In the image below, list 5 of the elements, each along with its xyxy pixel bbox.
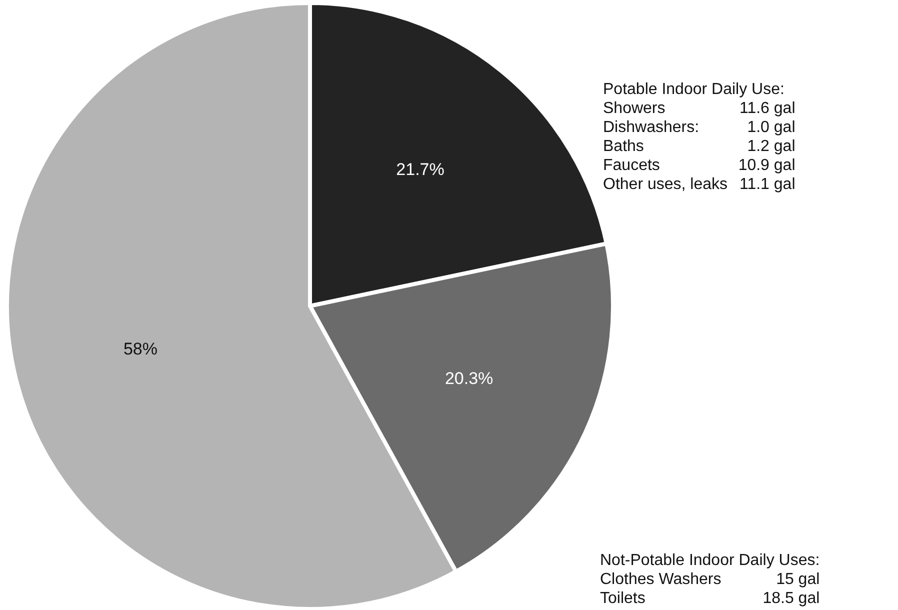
data-label: 21.7% [396,160,444,180]
data-label: 58% [123,340,158,359]
text: Not-Potable Indoor Daily Uses: Clothes Washers 15 gal Toilets 18.5 gal [600,552,820,607]
text: Potable Indoor Daily Use: Showers 11.6 gal Dishwashers: 1.0 gal Baths 1.2 gal Faucets 10.9 gal Other uses, leaks 11.1 gal [603,81,796,193]
data-label: 20.3% [444,369,494,388]
